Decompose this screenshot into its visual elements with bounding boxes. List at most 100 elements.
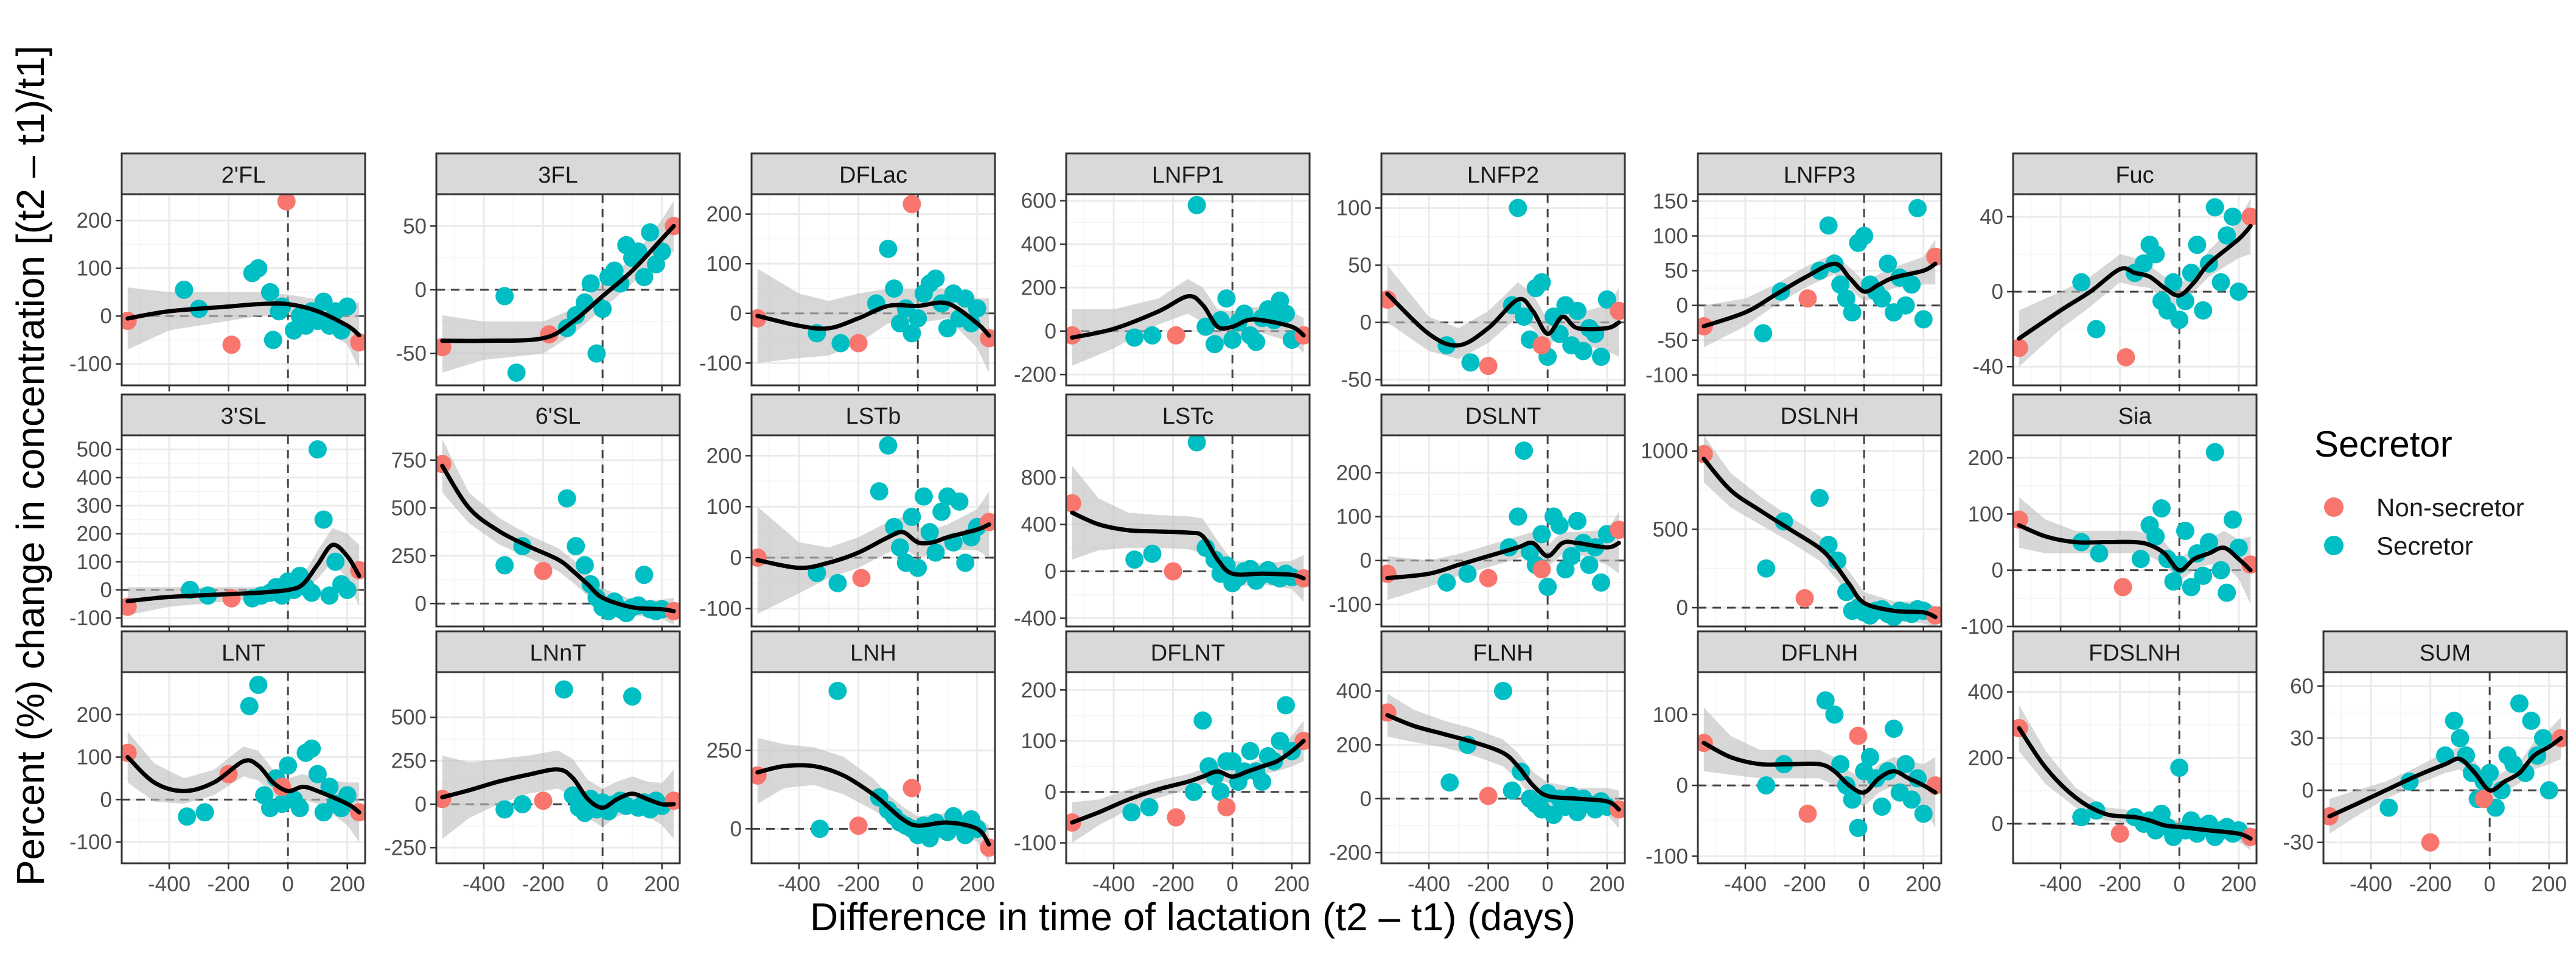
point-secretor-3-sl-14	[320, 586, 339, 605]
facet-title-6-sl: 6'SL	[536, 404, 581, 429]
facet-title-2-fl: 2'FL	[222, 163, 266, 188]
point-secretor-lnfp3-18	[1908, 198, 1927, 217]
y-tick-label-3-sl-300: 300	[77, 494, 112, 517]
point-secretor-lnt-13	[308, 765, 327, 784]
plot-data-dslnh	[1698, 435, 1941, 626]
y-tick-label-dflac-100: 100	[707, 252, 742, 276]
y-tick-label-fdslnh-200: 200	[1968, 746, 2003, 770]
point-secretor-2-fl-5	[264, 331, 282, 349]
point-non-secretor-dflac-2	[902, 195, 921, 214]
point-secretor-lnnt-13	[623, 687, 641, 706]
point-secretor-fuc-1	[2087, 320, 2106, 338]
y-tick-label-dslnh-1000: 1000	[1641, 440, 1688, 463]
point-secretor-6-sl-14	[635, 566, 654, 584]
facet-title-lnt: LNT	[222, 640, 265, 666]
point-non-secretor-6-sl-0	[436, 455, 452, 474]
point-secretor-lnfp2-17	[1591, 347, 1610, 366]
y-tick-label-3-sl-0: 0	[100, 578, 112, 602]
point-secretor-dflnh-16	[1902, 790, 1921, 809]
point-secretor-dflnh-15	[1896, 755, 1915, 774]
y-tick-label-lnt-200: 200	[77, 703, 112, 727]
smooth-line-lnt	[125, 755, 361, 815]
point-secretor-lnfp2-13	[1568, 301, 1586, 320]
x-tick-label-dflnh-200: 200	[1906, 872, 1941, 896]
y-tick-label-lstb-100: 100	[707, 495, 742, 519]
facet-title-dslnt: DSLNT	[1465, 404, 1541, 429]
point-secretor-lstb-9	[914, 487, 933, 506]
point-secretor-6-sl-0	[495, 556, 514, 575]
plot-data-dflnh	[1698, 672, 1941, 863]
point-secretor-sia-15	[2211, 561, 2230, 580]
y-tick-label-lnfp1-400: 400	[1021, 233, 1056, 256]
point-secretor-lnh-1	[828, 681, 847, 700]
x-tick-label-fdslnh--200: -200	[2099, 872, 2141, 896]
point-secretor-dflnt-2	[1184, 782, 1203, 801]
facet-strip-3fl	[435, 152, 681, 195]
y-tick-label-sum-60: 60	[2290, 675, 2314, 698]
plot-data-dflac	[752, 194, 995, 385]
point-non-secretor-2-fl-3	[350, 333, 365, 352]
smooth-line-sia	[2017, 523, 2253, 573]
point-secretor-lnfp3-7	[1843, 303, 1862, 322]
confidence-band-fuc	[2019, 198, 2251, 367]
point-non-secretor-lnh-3	[980, 838, 995, 857]
point-secretor-dslnt-12	[1562, 547, 1581, 566]
point-non-secretor-lnfp2-1	[1479, 357, 1498, 376]
point-non-secretor-lnfp2-2	[1532, 336, 1551, 355]
point-secretor-dslnt-13	[1568, 511, 1586, 530]
point-secretor-sia-2	[2131, 550, 2150, 569]
confidence-band-lnt	[127, 731, 360, 843]
point-secretor-sum-18	[2533, 729, 2552, 748]
point-secretor-lstc-0	[1125, 550, 1144, 569]
point-non-secretor-dflac-1	[849, 334, 868, 352]
y-tick-label-lstb--100: -100	[699, 597, 742, 621]
panel-border-sia	[2012, 434, 2258, 628]
point-secretor-dflnh-7	[1849, 818, 1868, 837]
point-non-secretor-lnfp2-0	[1381, 290, 1397, 309]
point-non-secretor-sia-1	[2114, 578, 2132, 597]
y-axis-title: Percent (%) change in concentration [(t2…	[9, 46, 52, 886]
point-secretor-lstb-12	[932, 502, 951, 521]
point-secretor-dslnt-17	[1591, 573, 1610, 592]
x-tick-label-dflnt--200: -200	[1152, 872, 1195, 896]
point-secretor-fdslnh-0	[2072, 808, 2091, 827]
y-tick-label-lnh-250: 250	[707, 739, 742, 763]
point-non-secretor-2-fl-2	[277, 194, 296, 211]
y-tick-label-dflnt-0: 0	[1045, 780, 1056, 804]
point-secretor-sum-4	[2451, 729, 2470, 748]
y-tick-label-flnh-400: 400	[1336, 679, 1372, 703]
facet-title-lnfp2: LNFP2	[1467, 163, 1539, 188]
y-tick-label-flnh-200: 200	[1336, 733, 1372, 757]
point-secretor-sia-4	[2146, 527, 2165, 546]
point-secretor-3fl-6	[587, 344, 606, 363]
y-tick-label-lnfp2-0: 0	[1360, 311, 1372, 335]
plot-data-lstb	[752, 435, 995, 626]
smooth-line-fdslnh	[2017, 726, 2253, 841]
y-tick-label-sia-0: 0	[1992, 559, 2003, 583]
plot-data-3-sl	[122, 435, 365, 626]
point-secretor-dflnh-2	[1816, 691, 1835, 710]
point-non-secretor-dflnh-1	[1798, 804, 1817, 823]
point-secretor-dslnt-1	[1458, 564, 1477, 583]
x-tick-label-dflnt-0: 0	[1226, 872, 1238, 896]
facet-title-sia: Sia	[2118, 404, 2152, 429]
x-tick-label-lnt--400: -400	[148, 872, 190, 896]
facet-title-lnfp3: LNFP3	[1784, 163, 1855, 188]
legend-label-secretor: Secretor	[2376, 531, 2473, 560]
smooth-line-flnh	[1385, 713, 1621, 812]
facet-flnh: FLNH -200 0 200 400 -400 -200 0 200	[1329, 630, 1626, 896]
smooth-line-lnfp1	[1070, 293, 1306, 340]
smooth-line-dflac	[755, 300, 991, 338]
y-tick-label-dslnt-0: 0	[1360, 549, 1372, 573]
point-non-secretor-lnt-0	[122, 743, 137, 762]
point-non-secretor-lstc-1	[1164, 562, 1182, 581]
point-secretor-lnt-1	[195, 803, 214, 822]
y-tick-label-dflnt-200: 200	[1021, 678, 1056, 702]
point-non-secretor-dslnh-1	[1795, 589, 1814, 608]
confidence-band-lstb	[757, 491, 990, 614]
point-secretor-lnnt-1	[513, 794, 532, 813]
point-secretor-lnt-2	[240, 696, 259, 715]
point-secretor-sia-9	[2176, 522, 2194, 540]
panel-border-dslnh	[1697, 434, 1942, 628]
